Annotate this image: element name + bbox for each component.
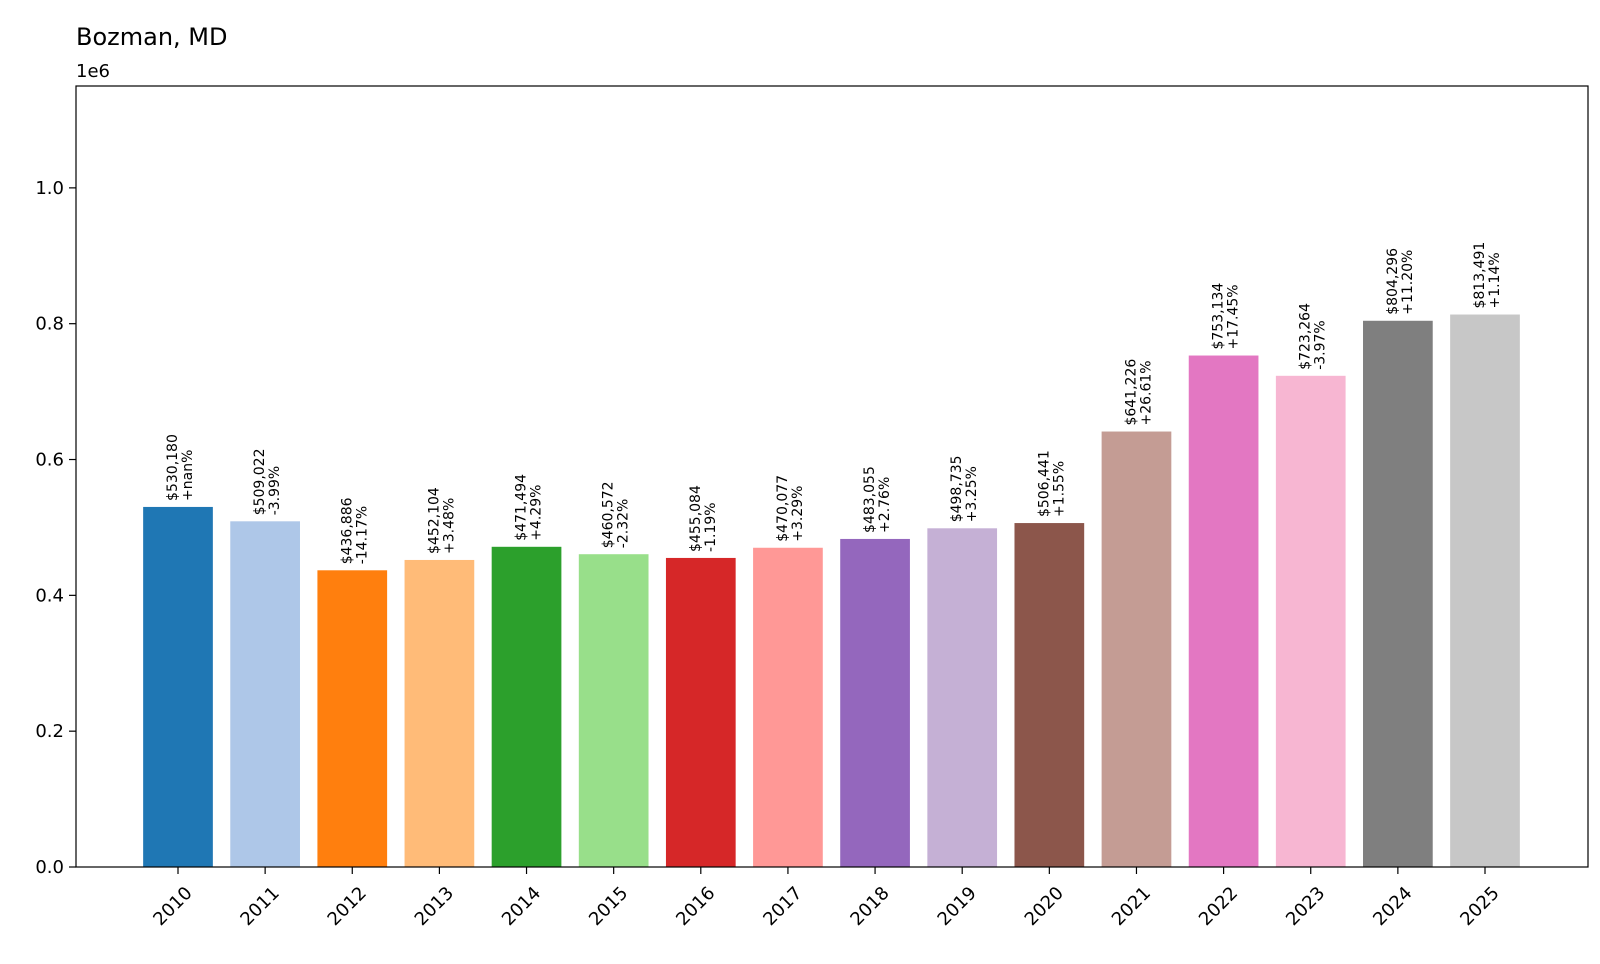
bar-label-2017: $470,077+3.29% [775,475,806,542]
bar-change-label: +11.20% [1400,250,1416,315]
bar-value-label: $506,441 [1036,450,1052,517]
y-axis: 0.0 0.2 0.4 0.6 0.8 1.0 [35,178,76,878]
bar-change-label: +3.25% [964,466,980,522]
bar-change-label: +3.48% [441,498,457,554]
y-tick-label: 1.0 [35,178,64,199]
x-tick-label-2012: 2012 [324,883,371,930]
bar-change-label: -2.32% [616,499,632,549]
bar-2020 [1014,523,1085,867]
bar-2015 [578,554,649,867]
y-tick-label: 0.6 [35,450,64,471]
bar-2010 [143,506,213,867]
bar-change-label: -3.99% [267,466,283,516]
bar-label-2014: $471,494+4.29% [514,474,545,541]
bar-label-2015: $460,572-2.32% [601,481,632,548]
x-tick-label-2013: 2013 [411,883,458,930]
bar-change-label: +2.76% [877,477,893,533]
bar-change-label: +nan% [180,450,196,501]
bar-label-2011: $509,022-3.99% [252,448,283,515]
bar-label-2021: $641,226+26.61% [1123,359,1154,426]
bar-2024 [1363,320,1433,868]
x-tick-label-2018: 2018 [846,883,893,930]
bar-value-label: $530,180 [165,434,181,501]
bar-change-label: -1.19% [703,502,719,552]
bar-2022 [1188,355,1259,867]
x-tick-label-2011: 2011 [236,883,283,930]
bar-label-2019: $498,735+3.25% [949,455,980,522]
y-tick-label: 0.2 [35,721,64,742]
x-tick-label-2017: 2017 [759,883,806,930]
bar-value-label: $641,226 [1123,359,1139,426]
bar-2018 [840,538,910,867]
bar-2017 [753,547,823,867]
bar-label-2024: $804,296+11.20% [1385,248,1416,315]
x-axis: 2010 2011 2012 2013 2014 2015 2016 2017 2018 2019… [149,867,1504,930]
bar-value-label: $804,296 [1385,248,1401,315]
x-tick-label-2024: 2024 [1369,883,1416,930]
bar-2019 [927,528,998,867]
x-tick-label-2015: 2015 [585,883,632,930]
bar-label-2018: $483,055+2.76% [862,466,893,533]
bar-value-label: $509,022 [252,448,268,515]
bar-2013 [404,559,475,867]
bar-value-label: $455,084 [688,485,704,552]
bar-change-label: +26.61% [1138,360,1154,425]
bar-label-2025: $813,491+1.14% [1472,242,1503,309]
bar-2025 [1450,314,1520,867]
x-tick-label-2021: 2021 [1108,883,1155,930]
x-tick-label-2014: 2014 [498,883,545,930]
bar-2021 [1101,431,1172,867]
bar-change-label: +1.14% [1487,252,1503,308]
bar-value-label: $452,104 [426,487,442,554]
bar-2016 [665,557,736,867]
x-tick-label-2025: 2025 [1456,883,1503,930]
bar-label-2022: $753,134+17.45% [1211,283,1242,350]
bar-change-label: -14.17% [354,506,370,564]
bar-label-2016: $455,084-1.19% [688,485,719,552]
x-tick-label-2016: 2016 [672,883,719,930]
bar-2012 [317,570,388,867]
bar-labels-group: $530,180+nan% $509,022-3.99% $436,886-14.1… [165,242,1503,565]
bar-value-label: $436,886 [339,497,355,564]
chart-title: Bozman, MD [76,23,228,51]
bar-value-label: $753,134 [1211,283,1227,350]
plot-frame [75,85,1589,868]
bar-change-label: +3.29% [790,486,806,542]
bar-2023 [1275,375,1346,867]
x-tick-label-2010: 2010 [149,883,196,930]
bar-label-2010: $530,180+nan% [165,434,196,501]
bar-value-label: $483,055 [862,466,878,533]
y-axis-offset-label: 1e6 [76,61,110,82]
x-tick-label-2019: 2019 [934,883,981,930]
bar-change-label: +1.55% [1051,461,1067,517]
bar-value-label: $470,077 [775,475,791,542]
bar-change-label: +17.45% [1226,284,1242,349]
x-tick-label-2023: 2023 [1282,883,1329,930]
bar-2011 [230,521,300,867]
x-tick-label-2022: 2022 [1195,883,1242,930]
y-tick-label: 0.4 [35,585,64,606]
bar-value-label: $723,264 [1298,303,1314,370]
bar-label-2020: $506,441+1.55% [1036,450,1067,517]
bar-change-label: +4.29% [529,485,545,541]
bar-2014 [491,546,562,867]
bar-value-label: $460,572 [601,481,617,548]
x-tick-label-2020: 2020 [1021,883,1068,930]
bar-value-label: $498,735 [949,455,965,522]
y-tick-label: 0.8 [35,314,64,335]
bar-value-label: $471,494 [514,474,530,541]
bar-change-label: -3.97% [1313,320,1329,370]
bar-value-label: $813,491 [1472,242,1488,309]
y-tick-label: 0.0 [35,857,64,878]
bar-label-2013: $452,104+3.48% [426,487,457,554]
bar-label-2012: $436,886-14.17% [339,497,370,564]
bars-group [143,314,1520,868]
bar-label-2023: $723,264-3.97% [1298,303,1329,370]
